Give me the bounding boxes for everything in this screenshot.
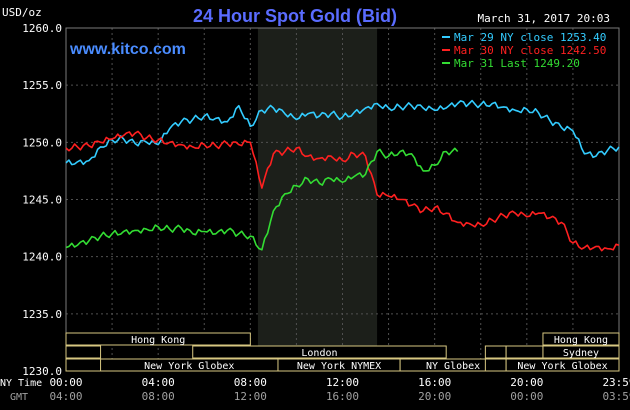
axes: 1230.0 1235.0 1240.0 1245.0 1250.0 1255.0 1260… xyxy=(22,22,630,403)
session-bar xyxy=(542,332,620,346)
y-tick-label: 1245.0 xyxy=(22,194,62,207)
x-tick-label: 20:00 xyxy=(510,376,543,389)
session-bar xyxy=(542,345,620,359)
y-tick-label: 1240.0 xyxy=(22,251,62,264)
session-label: NY Globex xyxy=(426,361,480,372)
unit-label: USD/oz xyxy=(2,6,42,19)
legend-item-mar31: Mar 31 Last 1249.20 xyxy=(454,57,580,70)
chart-title: 24 Hour Spot Gold (Bid) xyxy=(193,6,397,26)
x-tick-label: 08:00 xyxy=(234,376,267,389)
session-bar xyxy=(484,358,507,372)
session-label: New York NYMEX xyxy=(297,361,381,372)
gmt-tick-label: 04:00 xyxy=(49,390,82,403)
session-bar xyxy=(484,345,507,359)
y-tick-label: 1255.0 xyxy=(22,79,62,92)
session-label: New York Globex xyxy=(517,361,607,372)
series-group xyxy=(65,130,620,252)
session-bar xyxy=(505,345,544,359)
gmt-tick-label: 03:59 xyxy=(602,390,630,403)
y-tick-label: 1260.0 xyxy=(22,22,62,35)
grid xyxy=(65,27,620,372)
x-tick-label: 12:00 xyxy=(326,376,359,389)
y-tick-label: 1230.0 xyxy=(22,365,62,378)
session-bar xyxy=(65,332,251,346)
x-tick-label: 04:00 xyxy=(142,376,175,389)
gmt-tick-label: 12:00 xyxy=(234,390,267,403)
legend: Mar 29 NY close 1253.40 Mar 30 NY close … xyxy=(442,31,606,70)
gmt-tick-label: 08:00 xyxy=(142,390,175,403)
gmt-tick-label: 20:00 xyxy=(418,390,451,403)
series-group xyxy=(65,99,620,166)
session-bar xyxy=(65,345,102,359)
site-watermark: www.kitco.com xyxy=(69,41,186,58)
y-tick-label: 1235.0 xyxy=(22,308,62,321)
y-tick-label: 1250.0 xyxy=(22,136,62,149)
chart-date: March 31, 2017 20:03 xyxy=(478,12,610,25)
session-label: London xyxy=(301,348,337,359)
gmt-tick-label: 00:00 xyxy=(510,390,543,403)
x-tick-label: 16:00 xyxy=(418,376,451,389)
x-tick-label: 23:59 xyxy=(602,376,630,389)
session-bar xyxy=(505,358,620,372)
session-bars: Hong Kong London New York Globex New York N… xyxy=(65,332,620,372)
x-tick-label: 00:00 xyxy=(49,376,82,389)
session-label: Hong Kong xyxy=(131,335,185,346)
nytime-row-label: NY Time xyxy=(0,378,42,389)
session-bar xyxy=(192,345,447,359)
series-line xyxy=(65,130,620,252)
session-label: Hong Kong xyxy=(554,335,608,346)
series-group xyxy=(65,147,459,251)
session-label: New York Globex xyxy=(144,361,234,372)
legend-item-mar29: Mar 29 NY close 1253.40 xyxy=(454,31,606,44)
series-line xyxy=(65,99,620,166)
legend-item-mar30: Mar 30 NY close 1242.50 xyxy=(454,44,606,57)
gmt-row-label: GMT xyxy=(10,392,28,403)
session-label: Sydney xyxy=(563,348,599,359)
gmt-tick-label: 16:00 xyxy=(326,390,359,403)
price-lines xyxy=(65,99,620,252)
series-line xyxy=(65,147,459,251)
